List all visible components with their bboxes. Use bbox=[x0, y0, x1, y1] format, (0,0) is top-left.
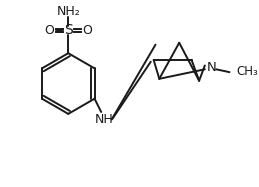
Text: NH: NH bbox=[95, 113, 113, 126]
Text: NH₂: NH₂ bbox=[56, 5, 80, 18]
Text: O: O bbox=[82, 24, 92, 37]
Text: CH₃: CH₃ bbox=[236, 65, 258, 78]
Text: N: N bbox=[207, 61, 216, 74]
Text: S: S bbox=[64, 23, 73, 37]
Text: O: O bbox=[44, 24, 54, 37]
